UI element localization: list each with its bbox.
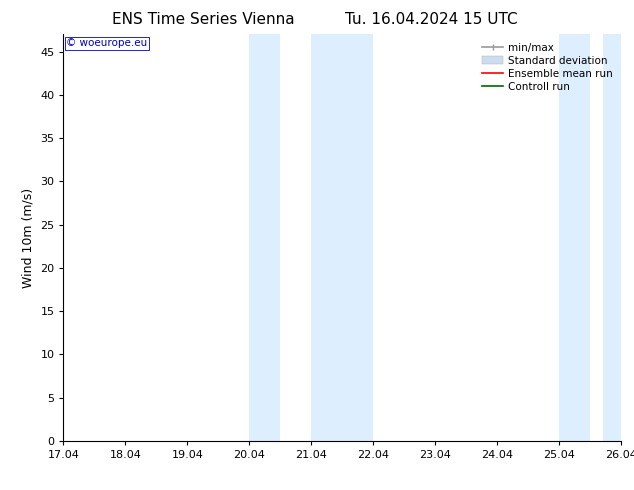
Bar xyxy=(603,34,634,441)
Y-axis label: Wind 10m (m/s): Wind 10m (m/s) xyxy=(22,188,35,288)
Legend: min/max, Standard deviation, Ensemble mean run, Controll run: min/max, Standard deviation, Ensemble me… xyxy=(479,40,616,95)
Text: ENS Time Series Vienna: ENS Time Series Vienna xyxy=(112,12,294,27)
Bar xyxy=(311,34,373,441)
Bar xyxy=(249,34,280,441)
Bar xyxy=(559,34,590,441)
Text: Tu. 16.04.2024 15 UTC: Tu. 16.04.2024 15 UTC xyxy=(345,12,517,27)
Text: © woeurope.eu: © woeurope.eu xyxy=(66,38,148,49)
